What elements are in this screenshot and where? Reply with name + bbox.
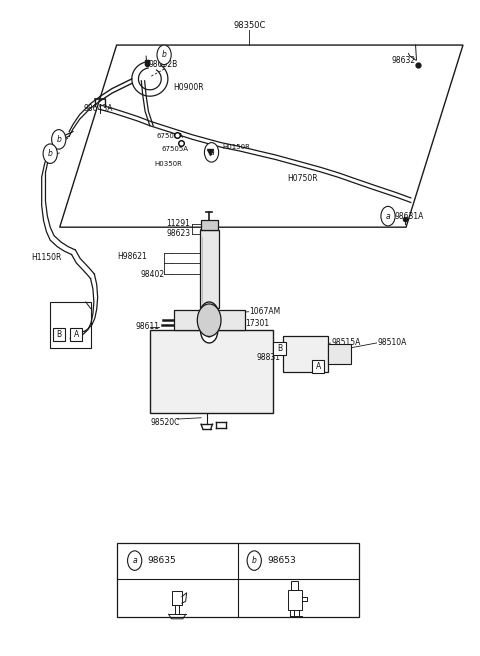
Circle shape [204,142,219,162]
Text: 98652B: 98652B [149,60,178,69]
Text: a: a [209,148,214,157]
Text: 98623: 98623 [167,229,191,238]
Text: H0350R: H0350R [155,161,182,167]
Circle shape [43,144,57,163]
Text: 98520C: 98520C [151,418,180,427]
Text: 98643A: 98643A [84,104,113,113]
Text: 1067AM: 1067AM [250,307,281,316]
Circle shape [201,319,218,343]
Text: H0150R: H0150R [222,144,250,150]
Text: H1150R: H1150R [31,253,61,262]
Text: a: a [386,212,390,220]
Text: b: b [48,149,53,158]
Text: H0900R: H0900R [174,83,204,92]
Text: 98402: 98402 [140,270,165,279]
FancyBboxPatch shape [50,302,91,348]
FancyBboxPatch shape [117,543,359,617]
Text: B: B [277,344,282,354]
Text: B: B [56,330,61,339]
Text: 67505A: 67505A [157,133,184,139]
Text: H0750R: H0750R [288,174,318,183]
Text: H98621: H98621 [118,252,147,261]
Text: 98631A: 98631A [394,212,423,220]
FancyBboxPatch shape [283,336,328,372]
Text: 11291: 11291 [167,219,191,228]
Circle shape [205,325,214,337]
Text: A: A [316,362,321,371]
Text: b: b [162,51,167,59]
Text: 98831: 98831 [257,353,281,361]
FancyBboxPatch shape [174,310,245,330]
FancyBboxPatch shape [53,328,65,341]
Circle shape [197,304,221,337]
Circle shape [157,45,171,64]
Text: 98611: 98611 [136,322,160,331]
Text: 98350C: 98350C [233,21,265,30]
FancyBboxPatch shape [70,328,83,341]
Text: 98632: 98632 [392,56,416,64]
Circle shape [381,207,395,226]
FancyBboxPatch shape [312,360,324,373]
Text: 98510A: 98510A [378,338,407,348]
FancyBboxPatch shape [273,342,286,356]
Text: 98653: 98653 [267,556,296,565]
FancyBboxPatch shape [201,220,218,230]
Text: b: b [56,135,61,144]
Circle shape [52,130,66,149]
FancyBboxPatch shape [150,330,273,413]
Circle shape [128,551,142,570]
Text: b: b [252,556,257,565]
Text: a: a [132,556,137,565]
Text: 17301: 17301 [246,319,270,328]
Text: 98635: 98635 [147,556,176,565]
FancyBboxPatch shape [328,344,351,364]
Circle shape [247,551,261,570]
Text: 98515A: 98515A [331,338,360,348]
FancyBboxPatch shape [200,230,219,308]
Circle shape [200,302,219,328]
Text: A: A [74,330,79,339]
Text: 67505A: 67505A [162,146,189,152]
Circle shape [204,308,214,321]
